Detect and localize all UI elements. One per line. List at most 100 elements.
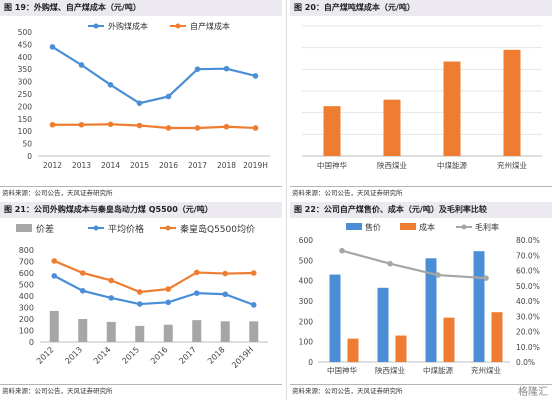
bar xyxy=(192,320,202,342)
data-point xyxy=(222,270,229,277)
legend-swatch xyxy=(16,224,32,232)
data-point xyxy=(107,82,114,88)
bar xyxy=(220,321,230,342)
bar xyxy=(135,325,145,342)
bar xyxy=(503,49,521,156)
y2-tick-label: 50.0% xyxy=(516,282,540,291)
data-point xyxy=(51,273,58,279)
legend-marker xyxy=(93,23,99,29)
legend-label: 自产煤成本 xyxy=(190,21,230,31)
y2-tick-label: 20.0% xyxy=(516,328,540,337)
y-tick-label: 100 xyxy=(299,338,314,347)
bar xyxy=(395,335,407,362)
x-tick-label: 2012 xyxy=(43,161,62,170)
legend-label: 售价 xyxy=(365,222,381,232)
data-point xyxy=(435,272,441,278)
legend-label: 成本 xyxy=(419,222,435,232)
bar xyxy=(425,258,437,362)
bar xyxy=(163,324,173,342)
data-point xyxy=(108,277,115,284)
x-tick-label: 2017 xyxy=(177,345,198,366)
y-tick-label: 500 xyxy=(18,28,33,37)
x-tick-label: 2016 xyxy=(159,161,178,170)
legend-label: 外购煤成本 xyxy=(108,21,148,31)
legend-label: 平均价格 xyxy=(108,223,144,235)
x-tick-label: 兖州煤业 xyxy=(497,160,527,170)
line-chart-cost: 0 50 100 150 200 250 300 350 400 450 500 2012 2013 20… xyxy=(18,21,270,170)
x-tick-label: 2019H xyxy=(243,161,268,170)
x-tick-label: 2018 xyxy=(206,345,227,366)
data-point xyxy=(223,123,230,130)
data-point xyxy=(223,65,230,72)
data-point xyxy=(165,286,172,292)
chart-panel-price-cost-margin: 图 22：公司自产煤售价、成本（元/吨）及毛利率比较 0 100 200 300 400… xyxy=(290,202,552,400)
legend-marker xyxy=(165,225,171,231)
y-tick-label: 400 xyxy=(18,53,33,62)
data-point xyxy=(79,270,86,276)
y-tick-label: 50 xyxy=(22,140,32,149)
y-tick-label: 600 xyxy=(299,236,314,245)
data-point xyxy=(194,125,201,131)
y-tick-label: 300 xyxy=(19,304,34,313)
data-point xyxy=(165,125,172,131)
x-tick-label: 2019H xyxy=(230,345,255,370)
combo-chart-price-cost-margin: 0 100 200 300 400 500 600 0.0% 10.0% 20.0% 30.0% 40… xyxy=(299,222,540,375)
legend-label: 价差 xyxy=(36,223,54,235)
bar xyxy=(473,251,485,362)
data-point xyxy=(483,275,489,281)
y2-tick-label: 60.0% xyxy=(516,267,540,276)
y2-tick-label: 40.0% xyxy=(516,297,540,306)
bar xyxy=(383,99,401,156)
y-tick-label: 100 xyxy=(18,127,33,136)
bar xyxy=(377,287,389,362)
data-point xyxy=(193,269,200,276)
y-tick-label: 150 xyxy=(18,115,33,124)
x-tick-label: 中国神华 xyxy=(317,160,347,170)
data-point xyxy=(250,270,257,276)
x-tick-label: 2014 xyxy=(101,161,120,170)
x-tick-label: 2016 xyxy=(149,345,170,366)
x-tick-label: 中煤能源 xyxy=(423,365,453,375)
x-tick-label: 中煤能源 xyxy=(437,160,467,170)
source-note: 资料来源：公司公告，天风证券研究所 xyxy=(290,384,552,396)
legend-swatch xyxy=(346,223,362,230)
data-point xyxy=(51,258,58,264)
data-point xyxy=(222,291,229,298)
series-line-0 xyxy=(51,45,256,105)
data-point xyxy=(165,299,172,306)
data-point xyxy=(136,100,143,106)
y2-tick-label: 70.0% xyxy=(516,251,540,260)
y-tick-label: 250 xyxy=(18,90,33,99)
chart-panel-outsourced-vs-qhd: 图 21：公司外购煤成本与秦皇岛动力煤 Q5500（元/吨） 0 100 200 30… xyxy=(0,202,282,400)
bar xyxy=(491,312,503,362)
data-point xyxy=(136,122,143,129)
x-tick-label: 2017 xyxy=(188,161,207,170)
y-tick-label: 450 xyxy=(18,40,33,49)
x-tick-label: 兖州煤业 xyxy=(471,365,501,375)
y-tick-label: 300 xyxy=(299,297,314,306)
bar xyxy=(106,321,116,342)
y2-tick-label: 30.0% xyxy=(516,312,540,321)
bar xyxy=(443,61,461,156)
data-point xyxy=(136,289,143,295)
bar xyxy=(443,317,455,362)
combo-chart-price-spread: 0 100 200 300 400 500 600 700 800 2012 2013 2014 201… xyxy=(16,223,268,370)
chart-panel-own-coal-cost: 图 20：自产煤吨煤成本（元/吨） 中国神华 陕西煤业 中煤能源 兖州煤业 资料来源：… xyxy=(290,0,552,200)
x-tick-label: 陕西煤业 xyxy=(377,160,407,170)
source-note: 资料来源：公司公告，天风证券研究所 xyxy=(0,384,282,396)
legend-marker xyxy=(461,224,467,230)
data-point xyxy=(107,121,114,128)
bar xyxy=(323,106,341,156)
y-tick-label: 0 xyxy=(29,338,34,347)
x-tick-label: 2012 xyxy=(35,345,56,366)
y-tick-label: 300 xyxy=(18,78,33,87)
bar xyxy=(78,319,88,342)
legend-marker xyxy=(175,23,181,29)
data-point xyxy=(339,247,345,254)
y2-tick-label: 80.0% xyxy=(516,236,540,245)
data-point xyxy=(49,121,56,128)
legend-swatch xyxy=(400,223,416,230)
y-tick-label: 400 xyxy=(299,277,314,286)
data-point xyxy=(194,66,201,72)
bar xyxy=(329,274,341,362)
